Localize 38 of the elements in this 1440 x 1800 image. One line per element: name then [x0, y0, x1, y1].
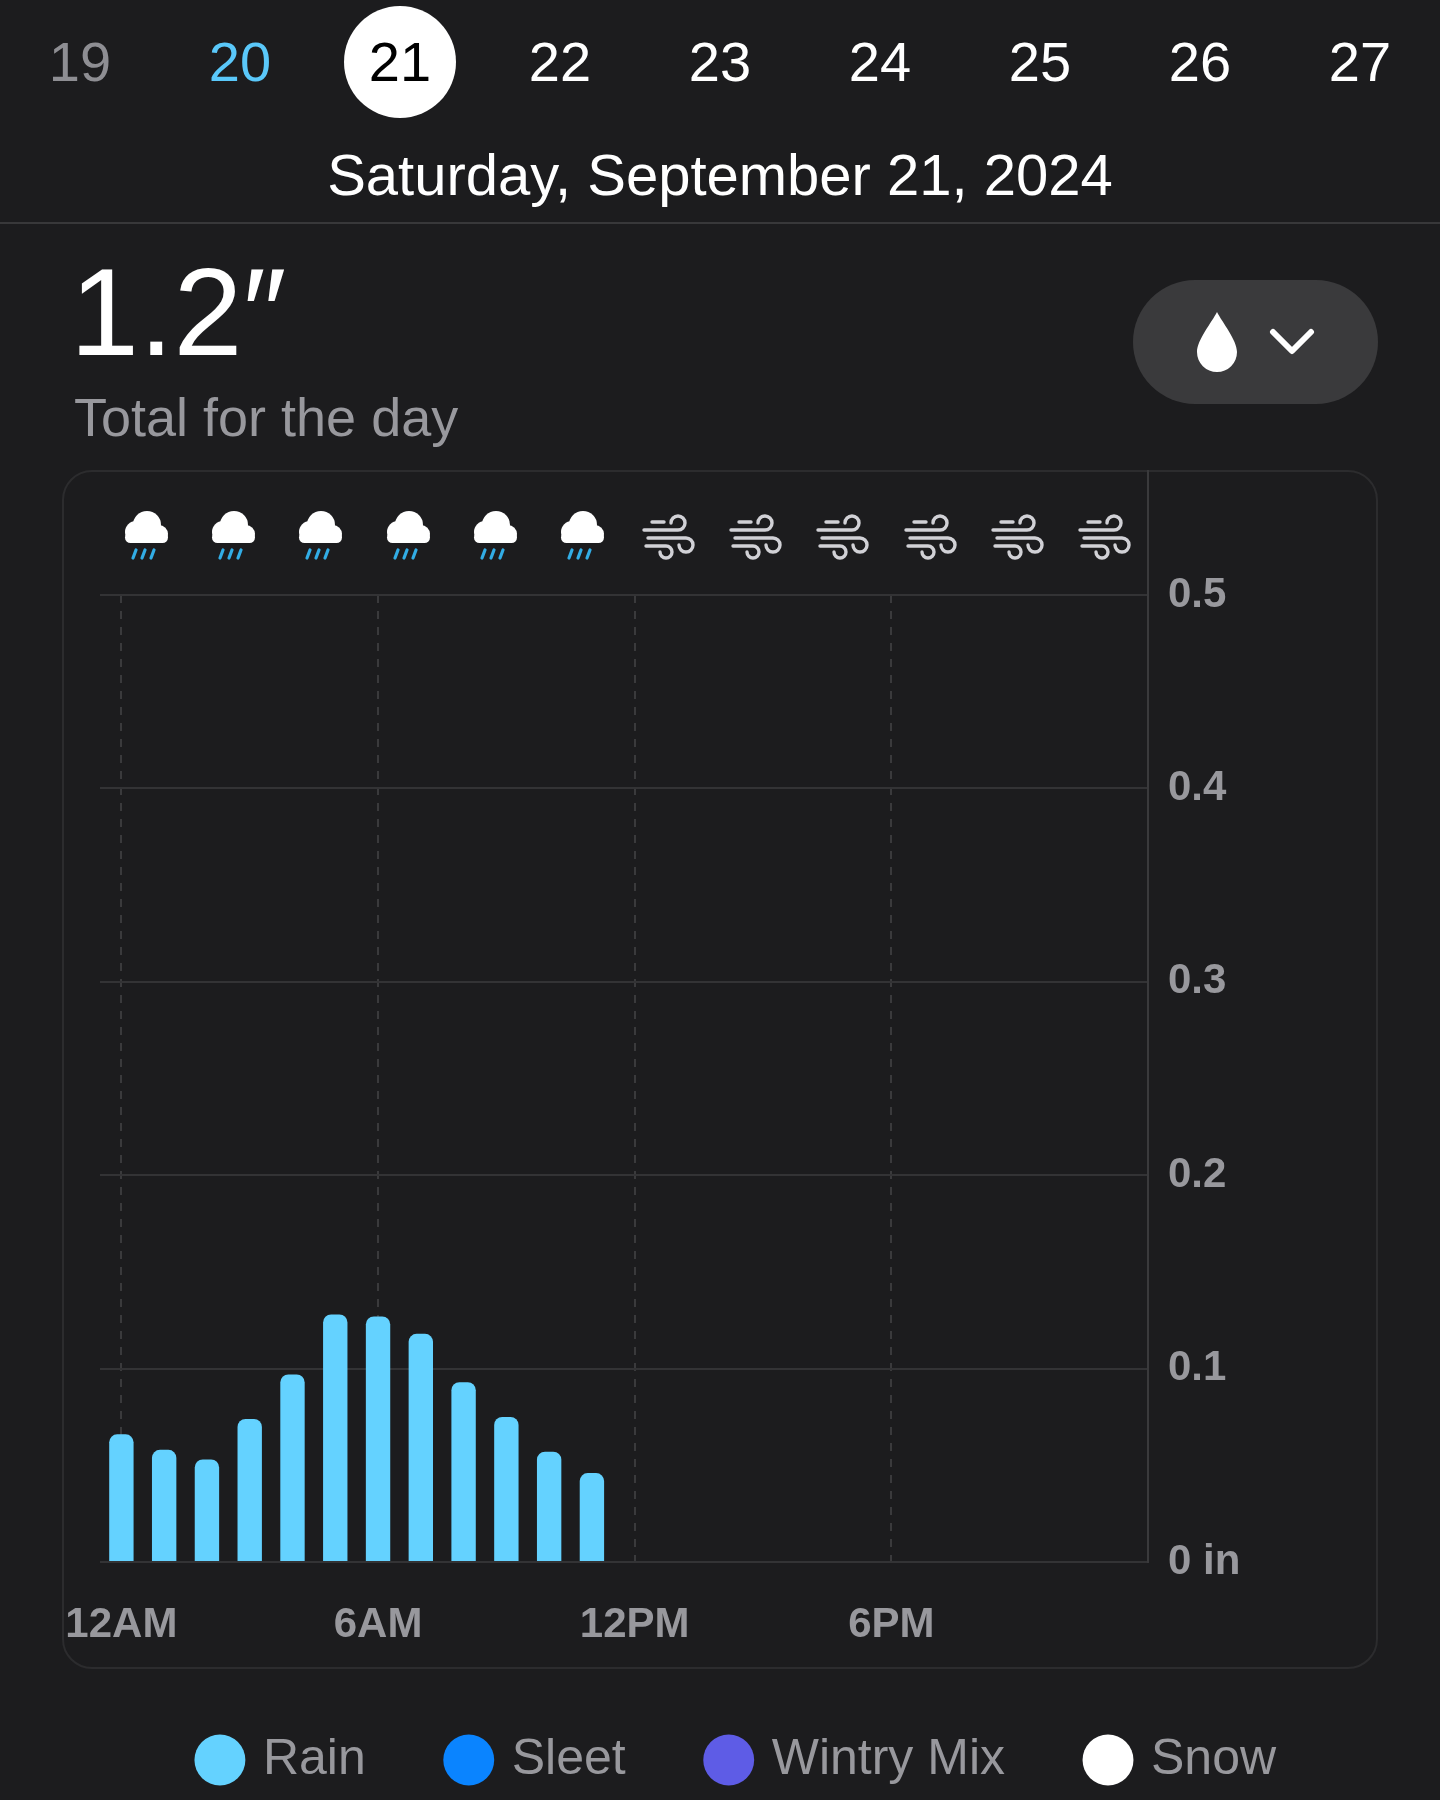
y-tick-label: 0.4: [1168, 761, 1228, 809]
chart-title: 1.2″: [70, 243, 287, 381]
y-tick-label: 0.1: [1168, 1342, 1227, 1390]
x-tick-label: 12AM: [65, 1598, 178, 1646]
text: 22: [528, 30, 592, 93]
text: 19: [48, 30, 112, 93]
x-tick-label: 6AM: [333, 1598, 423, 1646]
text: 23: [688, 30, 752, 93]
text: 21: [368, 30, 432, 93]
bar: [151, 1449, 177, 1561]
bar: [280, 1374, 305, 1561]
chart-subtitle: Total for the day: [74, 387, 459, 447]
y-tick-label: 0 in: [1168, 1535, 1241, 1583]
y-tick-label: 0.5: [1168, 568, 1227, 616]
x-tick-label: 12PM: [579, 1598, 690, 1646]
legend-label: Snow: [1151, 1728, 1277, 1785]
bar: [408, 1333, 434, 1561]
bar: [323, 1314, 348, 1561]
text: 25: [1008, 30, 1072, 93]
bar: [365, 1316, 391, 1561]
text: Saturday, September 21, 2024: [327, 142, 1113, 207]
bar: [494, 1416, 519, 1561]
bar: [109, 1434, 134, 1561]
bar: [237, 1418, 262, 1561]
text: 20: [208, 30, 272, 93]
y-tick-label: 0.2: [1168, 1148, 1227, 1196]
legend-label: Rain: [262, 1728, 366, 1785]
text: 26: [1168, 30, 1232, 93]
bar: [536, 1451, 562, 1561]
bar: [451, 1382, 476, 1561]
text: 27: [1328, 30, 1392, 93]
legend-label: Wintry Mix: [771, 1728, 1006, 1785]
y-tick-label: 0.3: [1168, 955, 1227, 1003]
bar: [194, 1459, 220, 1561]
legend-label: Sleet: [511, 1728, 626, 1785]
x-tick-label: 6PM: [848, 1598, 935, 1646]
bar: [579, 1473, 605, 1561]
text: 24: [848, 30, 912, 93]
